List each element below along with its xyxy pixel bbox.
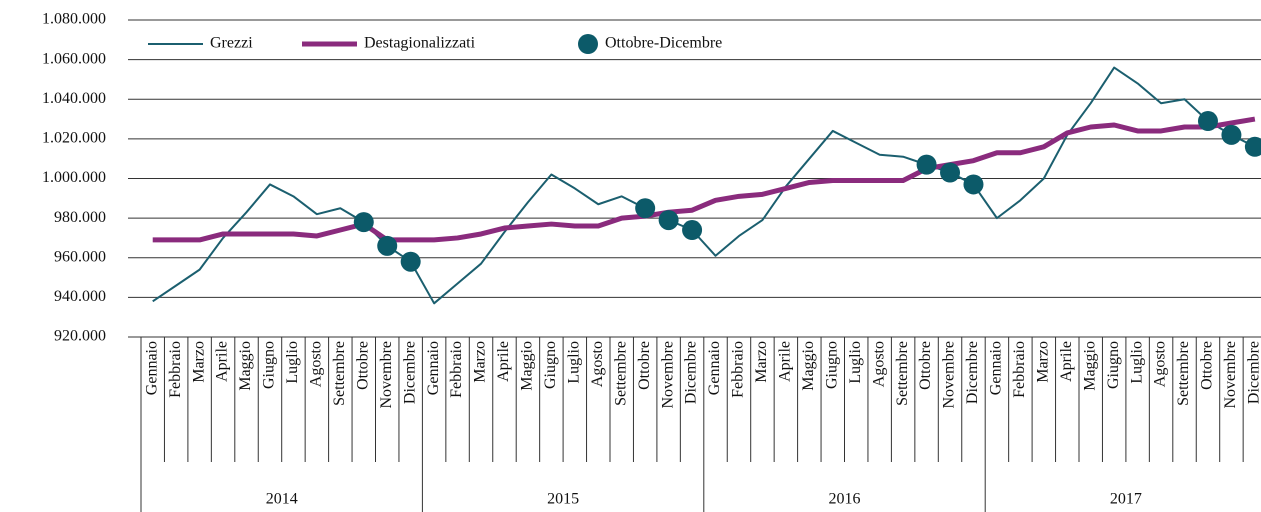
legend-symbol xyxy=(578,34,598,54)
x-tick-label: Settembre xyxy=(331,341,348,406)
data-point xyxy=(400,251,421,272)
x-tick-label: Maggio xyxy=(1081,341,1098,391)
x-tick-label: Agosto xyxy=(870,341,887,387)
x-tick-label: Febbraio xyxy=(1011,341,1028,398)
x-tick-label: Giugno xyxy=(823,341,840,389)
x-tick-label: Aprile xyxy=(495,341,512,382)
legend-label: Grezzi xyxy=(210,35,253,52)
x-tick-label: Settembre xyxy=(612,341,629,406)
series-line xyxy=(152,116,1256,243)
year-label: 2017 xyxy=(1110,491,1142,508)
x-tick-label: Aprile xyxy=(1058,341,1075,382)
x-tick-label: Dicembre xyxy=(1246,341,1261,404)
x-tick-label: Novembre xyxy=(659,341,676,409)
x-tick-label: Gennaio xyxy=(988,341,1005,395)
x-tick-label: Ottobre xyxy=(636,341,653,390)
legend-label: Destagionalizzati xyxy=(364,35,476,52)
x-tick-label: Giugno xyxy=(261,341,278,389)
series-line xyxy=(152,66,1256,305)
data-point xyxy=(916,154,937,175)
x-tick-label: Marzo xyxy=(1034,341,1051,383)
x-tick-label: Settembre xyxy=(894,341,911,406)
data-point xyxy=(963,174,984,195)
x-tick-label: Gennaio xyxy=(706,341,723,395)
x-tick-label: Febbraio xyxy=(167,341,184,398)
data-point xyxy=(1244,136,1261,157)
x-tick-label: Febbraio xyxy=(448,341,465,398)
y-tick-label: 960.000 xyxy=(54,248,106,265)
x-tick-label: Ottobre xyxy=(354,341,371,390)
x-tick-label: Marzo xyxy=(753,341,770,383)
x-tick-label: Luglio xyxy=(565,341,582,384)
data-point xyxy=(682,220,703,241)
x-tick-label: Maggio xyxy=(519,341,536,391)
y-tick-label: 1.040.000 xyxy=(42,90,106,107)
x-tick-label: Settembre xyxy=(1175,341,1192,406)
data-point xyxy=(658,210,679,231)
data-point xyxy=(940,162,961,183)
x-tick-label: Marzo xyxy=(472,341,489,383)
y-tick-label: 1.020.000 xyxy=(42,130,106,147)
x-tick-label: Maggio xyxy=(237,341,254,391)
x-tick-label: Febbraio xyxy=(730,341,747,398)
x-tick-label: Maggio xyxy=(800,341,817,391)
legend-label: Ottobre-Dicembre xyxy=(605,35,722,52)
x-tick-label: Gennaio xyxy=(143,341,160,395)
data-point xyxy=(635,198,656,219)
x-tick-label: Novembre xyxy=(378,341,395,409)
data-point xyxy=(1221,124,1242,145)
x-tick-label: Luglio xyxy=(1128,341,1145,384)
data-point xyxy=(377,235,398,256)
x-tick-label: Dicembre xyxy=(401,341,418,404)
x-tick-label: Novembre xyxy=(1222,341,1239,409)
x-tick-label: Giugno xyxy=(542,341,559,389)
x-tick-label: Dicembre xyxy=(683,341,700,404)
x-tick-label: Giugno xyxy=(1105,341,1122,389)
data-point xyxy=(1197,111,1218,132)
x-tick-label: Aprile xyxy=(214,341,231,382)
x-tick-label: Luglio xyxy=(847,341,864,384)
year-label: 2014 xyxy=(266,491,298,508)
x-tick-label: Agosto xyxy=(589,341,606,387)
x-tick-label: Aprile xyxy=(777,341,794,382)
x-tick-label: Luglio xyxy=(284,341,301,384)
y-tick-label: 920.000 xyxy=(54,328,106,345)
x-tick-label: Gennaio xyxy=(425,341,442,395)
x-tick-label: Ottobre xyxy=(917,341,934,390)
x-tick-label: Ottobre xyxy=(1199,341,1216,390)
x-tick-label: Novembre xyxy=(941,341,958,409)
y-tick-label: 1.080.000 xyxy=(42,11,106,28)
y-tick-label: 1.060.000 xyxy=(42,50,106,67)
x-tick-label: Agosto xyxy=(1152,341,1169,387)
data-point xyxy=(353,212,374,233)
y-tick-label: 980.000 xyxy=(54,209,106,226)
y-tick-label: 940.000 xyxy=(54,288,106,305)
y-tick-label: 1.000.000 xyxy=(42,169,106,186)
year-label: 2016 xyxy=(829,491,861,508)
x-tick-label: Agosto xyxy=(308,341,325,387)
year-label: 2015 xyxy=(547,491,579,508)
x-tick-label: Marzo xyxy=(190,341,207,383)
x-tick-label: Dicembre xyxy=(964,341,981,404)
